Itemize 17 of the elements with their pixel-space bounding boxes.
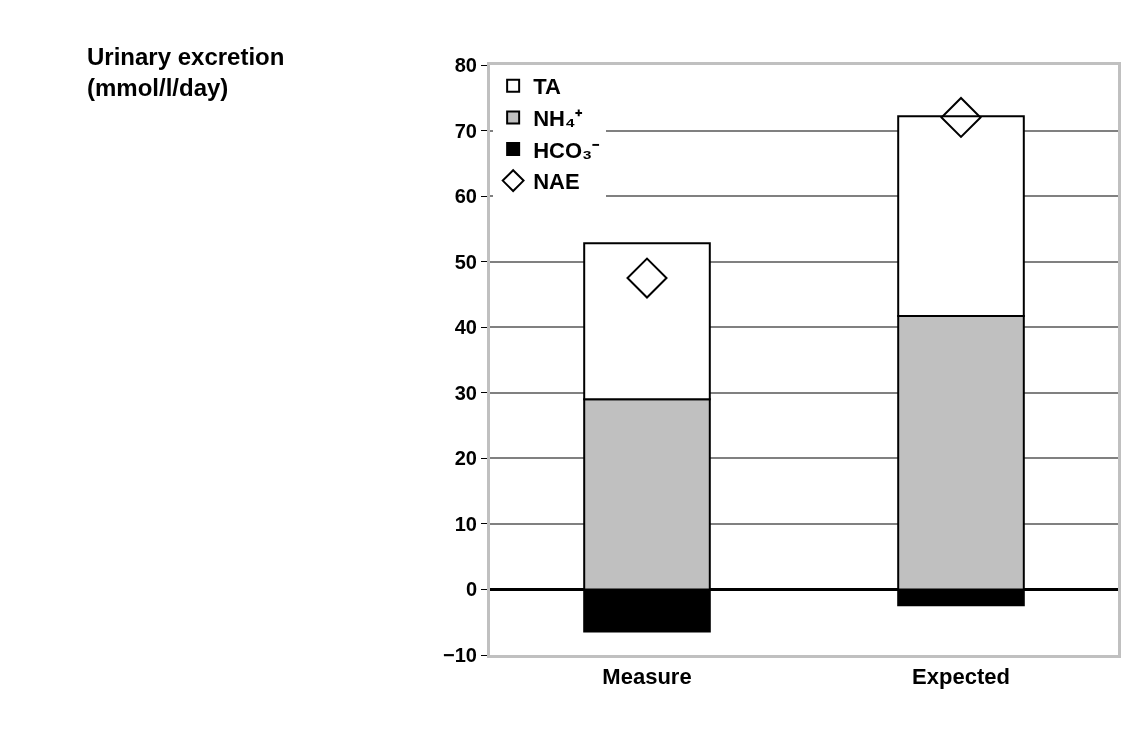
x-tick-label: Measure [602, 664, 692, 690]
y-tick-label: 70 [454, 119, 477, 142]
y-tick-label: 10 [454, 512, 477, 535]
y-tick-label: −10 [443, 644, 477, 666]
y-tick-label: 30 [454, 381, 477, 404]
legend-label: NAE [533, 169, 580, 195]
y-tick-label: 20 [454, 447, 477, 470]
y-tick-label: 40 [454, 316, 477, 339]
text: Urinary excretion (mmol/l/day) [87, 43, 285, 102]
legend-label: TA [533, 74, 561, 100]
y-tick-label: 0 [465, 578, 477, 601]
x-tick-label: Expected [912, 664, 1010, 690]
legend-label: NH₄⁺ [533, 105, 584, 131]
y-tick-label: 80 [454, 54, 477, 76]
y-tick-label: 60 [454, 185, 477, 208]
y-tick-label: 50 [454, 250, 477, 273]
legend-label: HCO₃⁻ [533, 137, 601, 163]
